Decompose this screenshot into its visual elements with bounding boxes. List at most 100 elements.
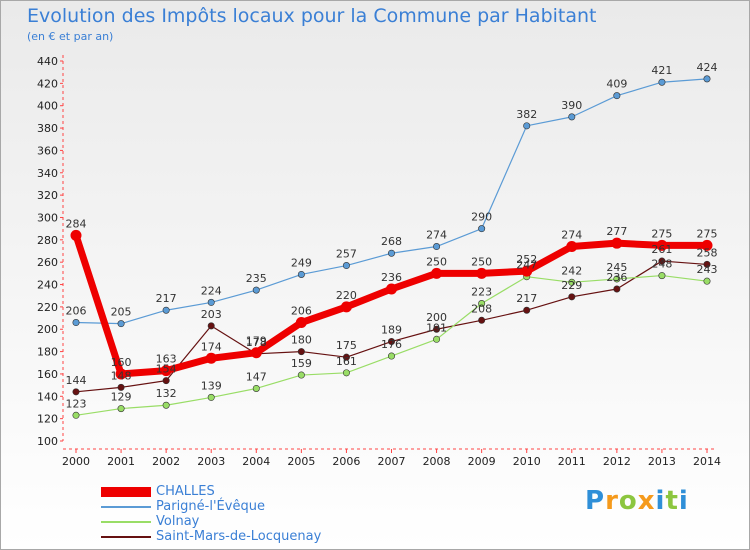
data-label: 129 [111, 391, 132, 404]
data-label: 175 [336, 339, 357, 352]
data-point [297, 371, 305, 379]
data-label: 243 [697, 263, 718, 276]
data-point [340, 301, 352, 313]
x-tick-label: 2011 [558, 455, 586, 468]
y-tick-label: 260 [37, 256, 58, 269]
data-label: 290 [471, 211, 492, 224]
data-label: 421 [651, 64, 672, 77]
data-point [658, 257, 666, 265]
logo-letter: t [665, 486, 679, 516]
data-point [297, 270, 305, 278]
data-label: 189 [381, 324, 402, 337]
data-label: 275 [697, 227, 718, 240]
data-point [656, 239, 668, 251]
data-label: 163 [156, 353, 177, 366]
x-tick-label: 2001 [107, 455, 135, 468]
data-point [342, 369, 350, 377]
y-tick-label: 320 [37, 189, 58, 202]
y-tick-label: 180 [37, 346, 58, 359]
data-label: 261 [651, 243, 672, 256]
data-label: 208 [471, 302, 492, 315]
y-tick-label: 340 [37, 167, 58, 180]
legend-swatch [101, 521, 151, 523]
y-tick-label: 220 [37, 301, 58, 314]
y-tick-label: 400 [37, 100, 58, 113]
data-label: 191 [426, 321, 447, 334]
data-point [433, 243, 441, 251]
proxiti-logo: Proxiti [585, 486, 689, 516]
data-point [207, 393, 215, 401]
data-point [72, 411, 80, 419]
data-label: 220 [336, 289, 357, 302]
data-label: 409 [606, 78, 627, 91]
data-point [162, 401, 170, 409]
y-tick-label: 420 [37, 77, 58, 90]
data-point [613, 285, 621, 293]
data-label: 224 [201, 284, 222, 297]
y-tick-label: 360 [37, 144, 58, 157]
data-label: 160 [111, 356, 132, 369]
data-point [613, 92, 621, 100]
data-label: 176 [381, 338, 402, 351]
x-tick-label: 2010 [513, 455, 541, 468]
data-label: 258 [697, 246, 718, 259]
data-label: 390 [561, 99, 582, 112]
data-label: 180 [291, 334, 312, 347]
legend-label: Saint-Mars-de-Locquenay [156, 529, 322, 544]
data-point [207, 322, 215, 330]
data-label: 248 [651, 258, 672, 271]
data-label: 424 [697, 61, 718, 74]
data-label: 250 [471, 255, 492, 268]
legend-swatch [101, 506, 151, 508]
data-point [117, 405, 125, 413]
data-point [478, 225, 486, 233]
x-tick-label: 2002 [152, 455, 180, 468]
data-label: 144 [66, 374, 87, 387]
data-point [433, 325, 441, 333]
data-label: 161 [336, 355, 357, 368]
y-tick-label: 440 [37, 55, 58, 68]
x-tick-label: 2013 [648, 455, 676, 468]
logo-letter: x [637, 486, 656, 516]
data-label: 247 [516, 259, 537, 272]
data-point [387, 249, 395, 257]
data-label: 178 [246, 336, 267, 349]
data-point [252, 384, 260, 392]
data-point [342, 262, 350, 270]
data-label: 257 [336, 248, 357, 261]
logo-letter: r [605, 486, 619, 516]
logo-letter: o [618, 486, 638, 516]
data-label: 249 [291, 256, 312, 269]
data-point [701, 239, 713, 251]
data-point [160, 365, 172, 377]
data-point [252, 286, 260, 294]
data-point [478, 316, 486, 324]
data-label: 132 [156, 387, 177, 400]
data-label: 252 [516, 253, 537, 266]
data-label: 139 [201, 379, 222, 392]
data-label: 236 [381, 271, 402, 284]
data-point [568, 278, 576, 286]
data-point [386, 283, 397, 295]
logo-letter: i [655, 486, 666, 516]
data-point [162, 306, 170, 314]
data-point [433, 335, 441, 343]
data-point [387, 338, 395, 346]
data-point [703, 277, 711, 285]
data-label: 206 [66, 305, 87, 318]
data-point [478, 300, 486, 308]
data-label: 268 [381, 235, 402, 248]
data-label: 223 [471, 286, 492, 299]
x-tick-label: 2007 [378, 455, 406, 468]
data-point [521, 265, 533, 277]
y-tick-label: 240 [37, 279, 58, 292]
legend-label: Volnay [156, 514, 200, 529]
data-point [205, 352, 217, 364]
data-point [72, 319, 80, 327]
x-tick-label: 2009 [468, 455, 496, 468]
data-label: 382 [516, 108, 537, 121]
data-label: 236 [606, 271, 627, 284]
